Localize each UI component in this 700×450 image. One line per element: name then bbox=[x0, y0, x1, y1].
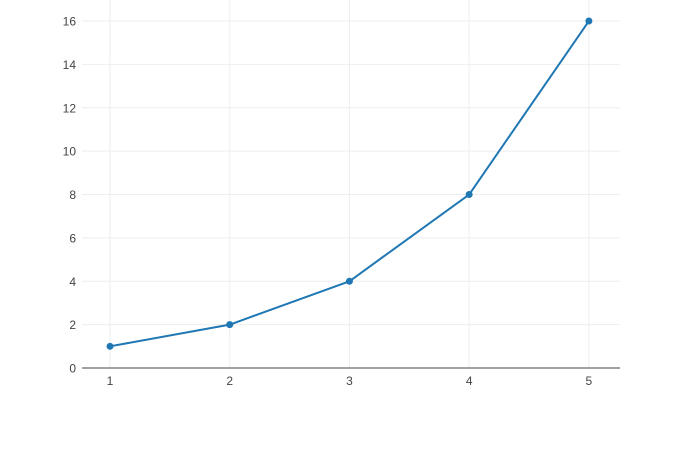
data-point-marker[interactable] bbox=[585, 17, 593, 25]
y-tick-label: 10 bbox=[63, 145, 77, 159]
y-tick-label: 8 bbox=[69, 188, 76, 202]
x-tick-label: 3 bbox=[346, 374, 353, 388]
y-tick-label: 12 bbox=[63, 101, 77, 115]
y-tick-label: 0 bbox=[69, 362, 76, 376]
x-tick-label: 2 bbox=[226, 374, 233, 388]
x-tick-label: 4 bbox=[466, 374, 473, 388]
data-point-marker[interactable] bbox=[345, 277, 353, 285]
y-tick-label: 4 bbox=[69, 275, 76, 289]
data-point-marker[interactable] bbox=[465, 191, 473, 199]
data-point-marker[interactable] bbox=[226, 321, 234, 329]
y-tick-label: 6 bbox=[69, 231, 76, 245]
y-tick-label: 2 bbox=[69, 318, 76, 332]
y-tick-label: 14 bbox=[63, 58, 77, 72]
data-point-marker[interactable] bbox=[106, 342, 114, 350]
x-tick-label: 1 bbox=[107, 374, 114, 388]
x-tick-label: 5 bbox=[586, 374, 593, 388]
y-tick-label: 16 bbox=[63, 15, 77, 29]
